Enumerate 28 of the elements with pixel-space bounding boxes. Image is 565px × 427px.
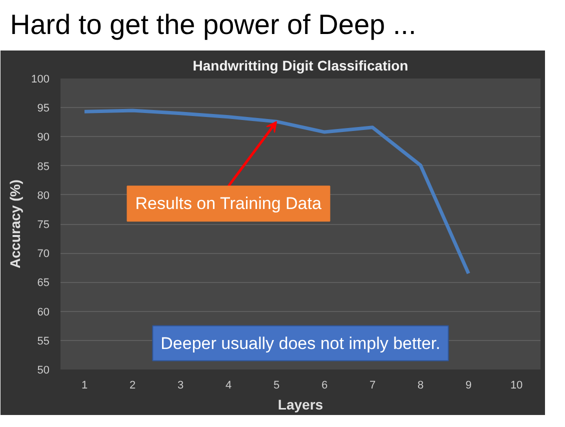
line-series [82,108,470,276]
chart-title: Handwritting Digit Classification [192,58,408,74]
y-tick-label: 80 [37,190,50,202]
y-tick-label: 50 [37,364,50,376]
y-tick-label: 55 [37,335,50,348]
y-tick-label: 65 [37,277,50,290]
y-axis-title: Accuracy (%) [7,180,24,268]
y-tick-label: 60 [37,306,50,318]
y-tick-label: 100 [31,74,50,86]
y-tick-label: 85 [37,160,50,173]
x-tick-label: 2 [129,380,136,392]
x-axis-title: Layers [278,396,324,412]
x-tick-label: 6 [321,380,328,392]
text: Hard to get the power of Deep ... [10,8,416,42]
x-tick-label: 1 [81,380,88,392]
y-tick-label: 70 [37,248,50,260]
x-tick-label: 8 [417,380,424,392]
x-tick-label: 9 [465,380,472,392]
x-tick-label: 3 [177,380,184,392]
annotation: Deeper usually does not imply better. [160,334,440,353]
x-tick-label: 4 [225,380,232,392]
y-tick-label: 90 [37,132,50,144]
x-tick-label: 7 [369,380,376,392]
y-tick-label: 75 [37,219,50,231]
y-tick-label: 95 [37,102,50,115]
x-tick-label: 5 [273,380,280,392]
annotation: Results on Training Data [135,194,322,214]
x-tick-label: 10 [510,380,523,392]
